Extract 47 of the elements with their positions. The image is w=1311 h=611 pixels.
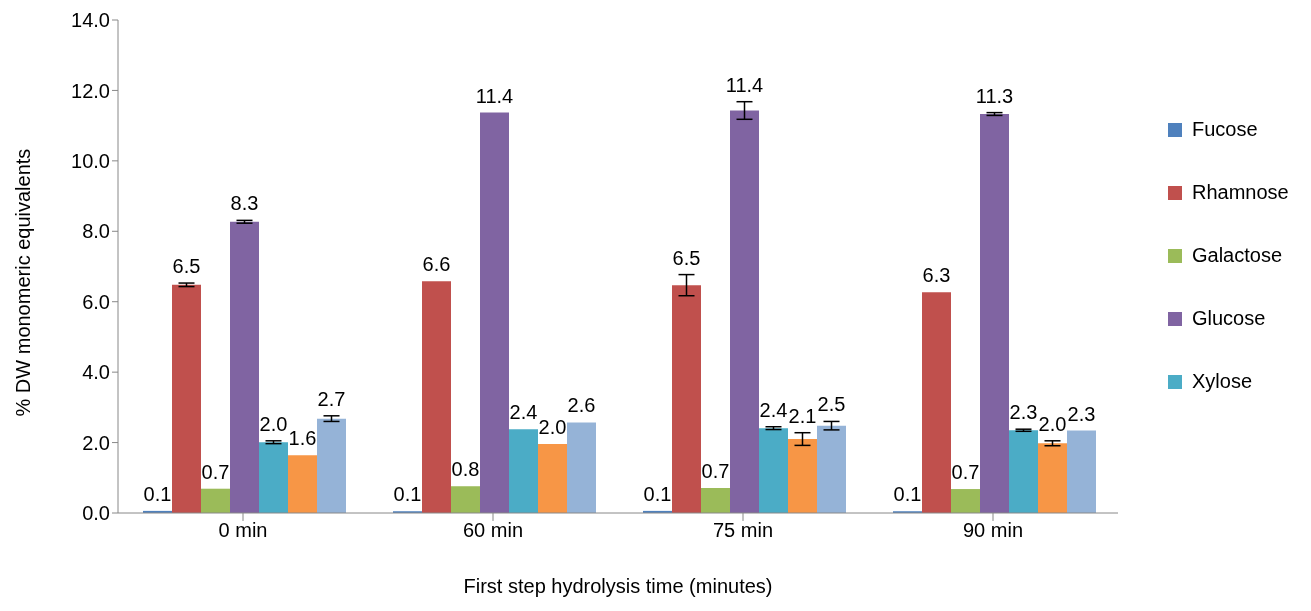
data-label: 0.7	[951, 461, 980, 484]
y-tick-label: 12.0	[71, 79, 110, 102]
data-label: 2.1	[788, 404, 817, 427]
data-label: 0.8	[451, 458, 480, 481]
legend-label: Galactose	[1192, 244, 1283, 267]
data-label: 2.7	[317, 387, 346, 410]
y-tick-label: 0.0	[82, 502, 110, 525]
y-tick-label: 4.0	[82, 361, 110, 384]
y-tick-label: 6.0	[82, 290, 110, 313]
data-label: 0.1	[893, 483, 922, 506]
data-label: 0.7	[701, 460, 730, 482]
data-label: 0.1	[393, 483, 422, 506]
data-label: 0.7	[201, 460, 230, 483]
data-label: 2.3	[1009, 401, 1038, 424]
data-label: 2.5	[817, 393, 846, 416]
y-tick-label: 14.0	[71, 9, 110, 32]
data-label: 1.6	[288, 427, 317, 450]
data-label: 2.0	[1038, 412, 1067, 435]
legend-label: Xylose	[1192, 370, 1253, 393]
data-label: 11.4	[725, 73, 764, 96]
legend-label: Rhamnose	[1192, 181, 1289, 204]
data-label: 2.0	[538, 415, 567, 438]
y-tick-label: 8.0	[82, 220, 110, 243]
y-axis-title: % DW monomeric equivalents	[12, 148, 35, 417]
data-label: 2.0	[259, 412, 288, 435]
y-tick-label: 10.0	[71, 149, 110, 172]
x-tick-label: 90 min	[962, 519, 1024, 542]
legend-label: Fucose	[1192, 118, 1258, 141]
x-tick-label: 75 min	[712, 519, 774, 542]
data-label: 8.3	[230, 192, 259, 215]
data-label: 2.6	[567, 394, 596, 417]
data-label: 2.4	[759, 398, 788, 421]
data-label: 11.3	[975, 84, 1014, 107]
x-tick-label: 0 min	[218, 519, 268, 542]
data-label: 6.3	[922, 264, 951, 287]
data-label: 0.1	[143, 482, 172, 505]
data-label: 6.5	[172, 255, 201, 278]
legend-label: Glucose	[1192, 307, 1266, 330]
y-tick-label: 2.0	[82, 431, 110, 454]
x-axis-title: First step hydrolysis time (minutes)	[463, 575, 773, 597]
data-label: 6.6	[422, 253, 451, 276]
data-label: 6.5	[672, 246, 701, 269]
data-label: 2.3	[1067, 402, 1096, 425]
data-label: 2.4	[509, 401, 538, 424]
x-tick-label: 60 min	[462, 519, 524, 542]
data-label: 0.1	[643, 482, 672, 505]
data-label: 11.4	[475, 84, 514, 107]
